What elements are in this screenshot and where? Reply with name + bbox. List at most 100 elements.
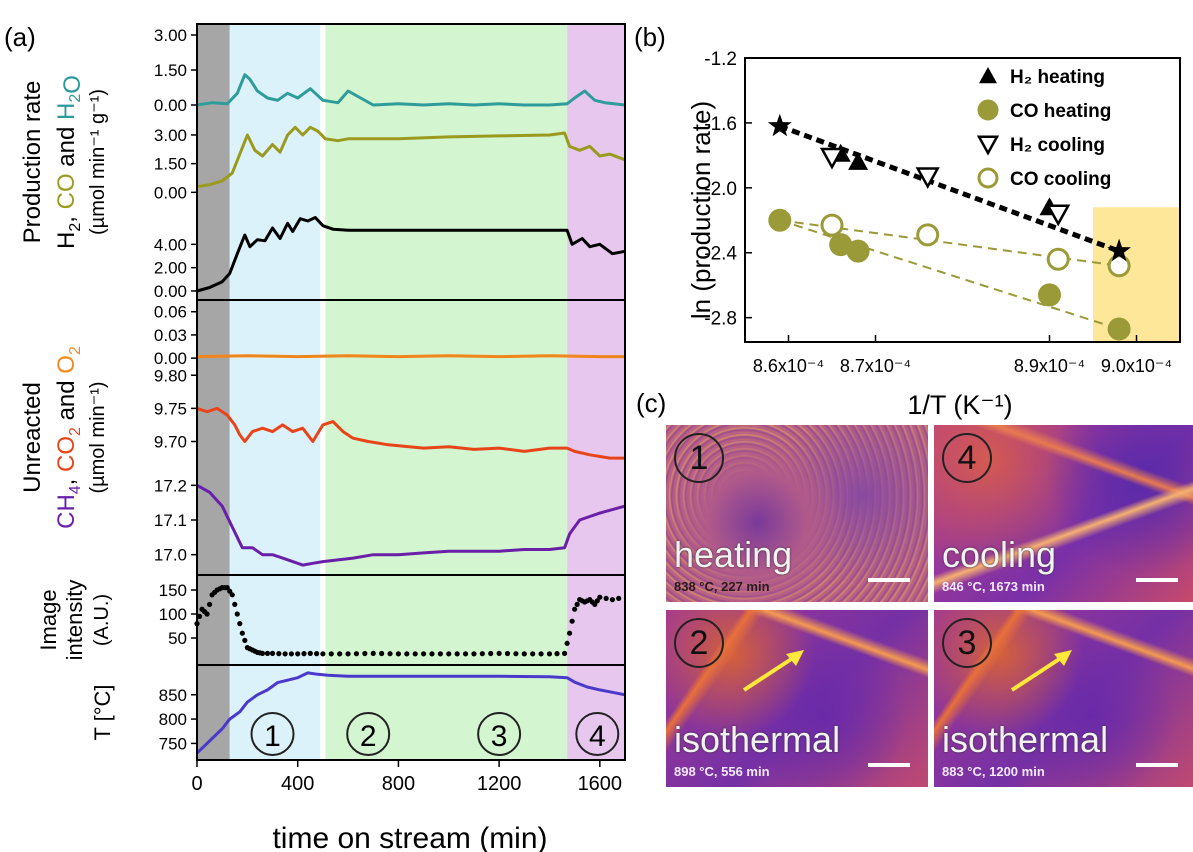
- intensity-point: [387, 651, 393, 657]
- y-tick-label: 9.70: [154, 433, 187, 452]
- temperature-time-label: 838 °C, 227 min: [674, 579, 770, 594]
- legend-label: CO heating: [1010, 101, 1111, 122]
- stage-number: 3: [491, 720, 508, 753]
- y-tick-label: 17.2: [154, 476, 187, 495]
- y-tick-label: 0.00: [154, 183, 187, 202]
- y-label-line2: intensity: [62, 580, 87, 661]
- intensity-point: [546, 651, 553, 657]
- b-y-tick-label: -2.4: [704, 244, 737, 265]
- condition-word: isothermal: [942, 719, 1109, 760]
- marker-circle: [829, 233, 853, 257]
- intensity-point: [379, 650, 385, 657]
- y-label-unit: (µmol min⁻¹): [87, 381, 109, 493]
- y-label-line1: Production rate: [19, 81, 46, 244]
- scatter-plot: -1.2 -1.6 -2.0 -2.4 -2.8 8.6x10⁻⁴ 8.7x10⁻⁴ 8.9x…: [704, 49, 1181, 376]
- fit-line: [779, 219, 1120, 267]
- legend-label: H₂ heating: [1010, 67, 1105, 88]
- y-tick-label: 0.03: [154, 326, 187, 345]
- intensity-point: [345, 651, 351, 657]
- y-label-temperature: T [°C]: [90, 684, 115, 740]
- y-tick-label: 17.0: [154, 546, 187, 565]
- region-blue: [229, 24, 321, 760]
- intensity-point: [224, 585, 230, 591]
- intensity-point: [229, 592, 235, 598]
- stage-number: 2: [360, 720, 377, 753]
- subplot-frame-3: [196, 664, 626, 761]
- x-tick-label: 400: [281, 773, 314, 795]
- intensity-point: [594, 598, 600, 604]
- subplot-frames: [196, 23, 626, 761]
- y-tick-label: 0.00: [154, 96, 187, 115]
- marker-circle: [768, 208, 792, 232]
- intensity-point: [412, 651, 418, 657]
- marker-circle: [1107, 254, 1131, 278]
- species-subscript: 2: [67, 94, 84, 103]
- intensity-point: [227, 588, 233, 594]
- region-purple: [567, 24, 625, 760]
- scale-bar: [868, 763, 910, 767]
- intensity-point: [597, 594, 603, 600]
- temperature-time-label: 898 °C, 556 min: [674, 764, 770, 779]
- stage-number-badge: 4: [942, 433, 992, 483]
- intensity-point: [616, 595, 622, 602]
- intensity-point: [370, 650, 376, 656]
- species-subscript: 2: [67, 427, 84, 436]
- y-tick-label: 2.00: [154, 259, 187, 278]
- x-ticks: 0 400 800 1200 1600: [191, 760, 622, 795]
- intensity-point: [404, 651, 410, 657]
- b-y-tick-label: -2.8: [704, 309, 737, 330]
- y-tick-label: 100: [159, 605, 187, 624]
- intensity-point: [554, 651, 560, 657]
- intensity-point: [362, 650, 368, 657]
- marker-triangle: [979, 67, 997, 84]
- marker-open-triangle: [819, 147, 845, 170]
- intensity-point: [462, 651, 469, 657]
- intensity-point: [454, 651, 460, 657]
- x-tick-label: 1200: [477, 773, 522, 795]
- series-line-co: [196, 125, 626, 189]
- b-y-tick-label: -1.2: [704, 49, 737, 70]
- stage-labels: 1 2 3 4: [250, 712, 620, 756]
- intensity-point: [337, 651, 343, 657]
- intensity-point: [232, 601, 238, 608]
- marker-star: [1107, 238, 1131, 262]
- stage-circle: [477, 712, 522, 756]
- intensity-point: [269, 650, 276, 656]
- y-tick-label: 17.1: [154, 511, 187, 530]
- marker-triangle: [1039, 197, 1060, 216]
- x-axis-label: time on stream (min): [272, 822, 547, 852]
- intensity-point: [572, 606, 578, 612]
- region-green: [325, 24, 568, 760]
- species-name: CH: [53, 494, 80, 529]
- intensity-point: [567, 630, 573, 636]
- species-subscript: 2: [67, 223, 84, 232]
- image-tile: 2 isothermal 898 °C, 556 min: [666, 610, 928, 787]
- intensity-point: [282, 651, 288, 657]
- y-label-species: CH4, CO2 and O2: [53, 346, 84, 529]
- marker-open-triangle: [1046, 204, 1071, 227]
- intensity-point: [276, 651, 282, 657]
- intensity-point: [574, 601, 580, 608]
- highlight-region: [1093, 207, 1180, 342]
- series-line-ch4: [196, 483, 626, 567]
- stage-circle: [575, 712, 620, 756]
- scale-bar: [1136, 763, 1178, 767]
- intensity-point: [561, 650, 568, 656]
- y-tick-label: 4.00: [154, 235, 187, 254]
- species-name: CO: [53, 436, 80, 472]
- species-name: H: [53, 232, 80, 249]
- temperature-time-label: 883 °C, 1200 min: [942, 764, 1045, 779]
- panel-a-label: (a): [4, 22, 36, 52]
- series-line-co2: [196, 406, 625, 460]
- temperature-time-label: 846 °C, 1673 min: [942, 579, 1045, 594]
- y-label-unit: (A.U.): [91, 594, 113, 646]
- y-tick-label: 750: [159, 734, 187, 753]
- y-tick-label: 800: [159, 710, 187, 729]
- x-tick-label: 800: [382, 773, 415, 795]
- x-tick-label: 0: [191, 773, 202, 795]
- series-line-o2: [196, 354, 625, 359]
- marker-circle: [977, 167, 999, 189]
- intensity-point: [609, 597, 616, 603]
- y-axis-labels: Production rate H2, CO and H2O(µmol min⁻¹…: [19, 75, 115, 740]
- intensity-point: [521, 651, 527, 657]
